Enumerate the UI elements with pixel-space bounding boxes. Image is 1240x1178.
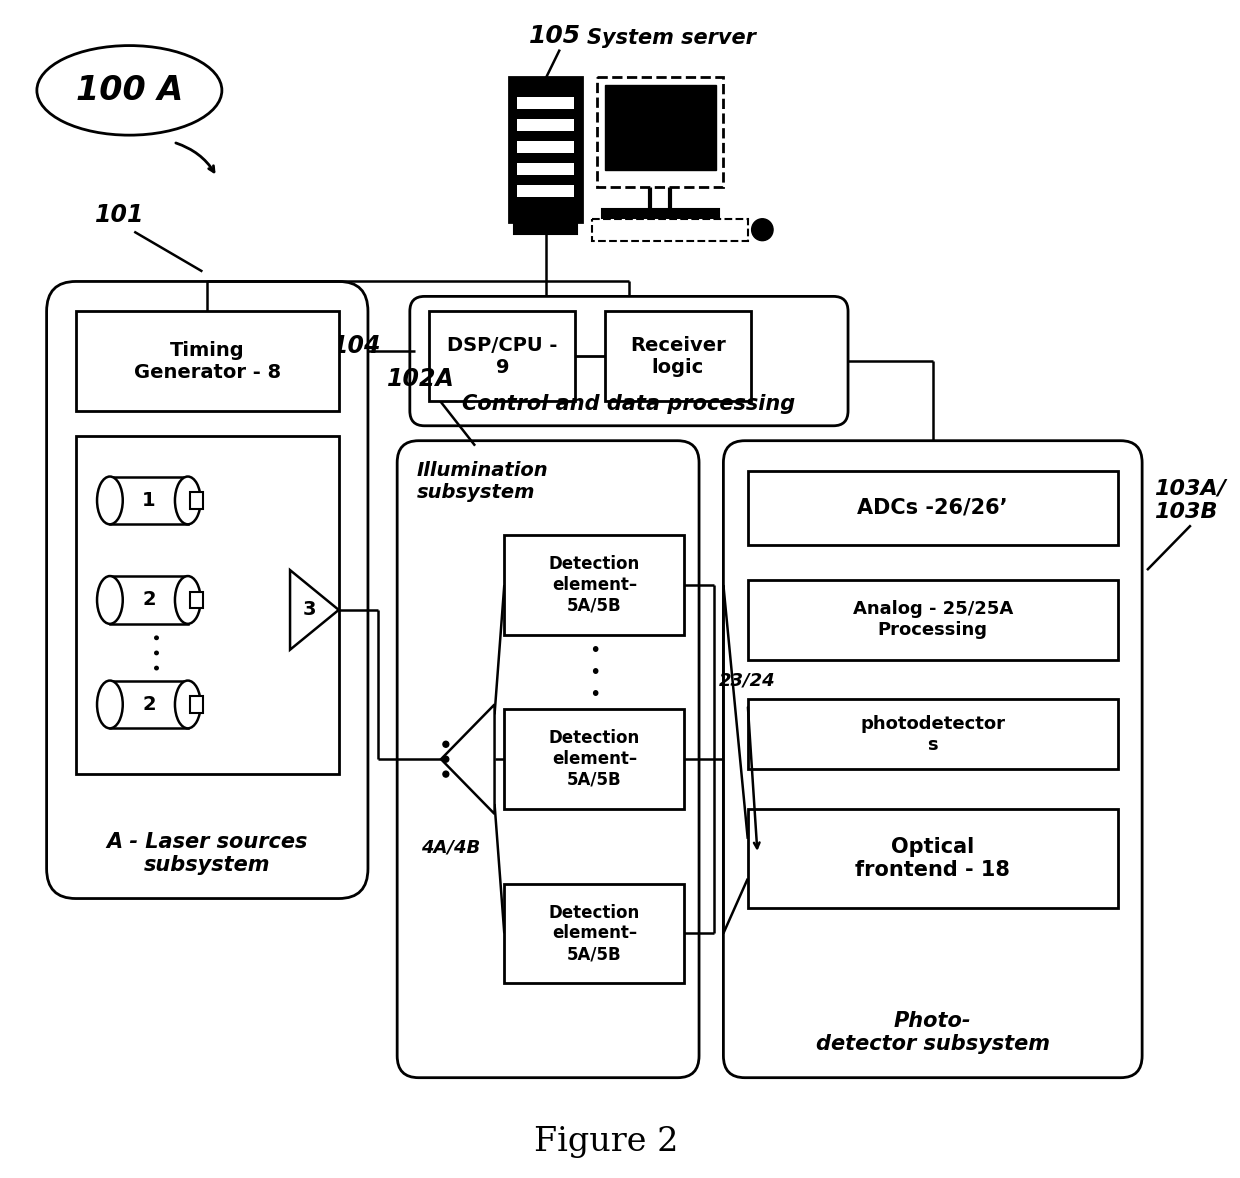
Bar [505, 884, 684, 984]
FancyBboxPatch shape [47, 282, 368, 899]
Text: 105: 105 [528, 24, 580, 47]
Bar [748, 470, 1117, 545]
Text: System server: System server [587, 27, 756, 47]
Text: photodetector
s: photodetector s [861, 715, 1006, 754]
Text: Detection
element–
5A/5B: Detection element– 5A/5B [549, 555, 640, 615]
Bar [605, 85, 715, 170]
Text: A - Laser sources
subsystem: A - Laser sources subsystem [107, 832, 308, 875]
Bar [517, 163, 574, 176]
Text: 104: 104 [332, 335, 382, 358]
Circle shape [443, 756, 449, 762]
Text: DSP/CPU -
9: DSP/CPU - 9 [448, 336, 558, 377]
Bar [190, 492, 203, 509]
Text: Figure 2: Figure 2 [534, 1126, 678, 1158]
FancyBboxPatch shape [410, 297, 848, 425]
Bar [510, 78, 583, 221]
Text: Optical
frontend - 18: Optical frontend - 18 [856, 838, 1011, 880]
Text: 2: 2 [143, 590, 156, 609]
Ellipse shape [97, 576, 123, 624]
Ellipse shape [175, 576, 201, 624]
Bar [517, 98, 574, 110]
Text: Detection
element–
5A/5B: Detection element– 5A/5B [549, 729, 640, 789]
Bar [110, 576, 187, 624]
Bar [517, 185, 574, 197]
Bar [515, 221, 578, 233]
Bar [748, 809, 1117, 908]
Bar [748, 580, 1117, 660]
Bar [601, 209, 718, 219]
Bar [110, 681, 187, 728]
Text: 2: 2 [143, 695, 156, 714]
Polygon shape [290, 570, 339, 650]
Circle shape [443, 741, 449, 747]
Text: 1: 1 [143, 491, 156, 510]
Bar [110, 477, 187, 524]
Text: 3: 3 [303, 601, 316, 620]
Polygon shape [441, 704, 495, 814]
Text: 100 A: 100 A [76, 74, 184, 107]
Text: 4A/4B: 4A/4B [422, 839, 480, 856]
Bar [748, 700, 1117, 769]
Text: ADCs -26/26’: ADCs -26/26’ [857, 498, 1008, 518]
FancyBboxPatch shape [723, 441, 1142, 1078]
Text: 23/24: 23/24 [718, 671, 775, 689]
Circle shape [443, 772, 449, 777]
Bar [505, 535, 684, 635]
Text: Receiver
logic: Receiver logic [630, 336, 725, 377]
Bar [596, 78, 723, 187]
Bar [429, 311, 575, 401]
Text: Timing
Generator - 8: Timing Generator - 8 [134, 340, 280, 382]
Bar [190, 696, 203, 713]
Bar [190, 591, 203, 608]
FancyBboxPatch shape [397, 441, 699, 1078]
Text: 102A: 102A [387, 366, 455, 391]
Circle shape [751, 219, 773, 240]
Text: • • •: • • • [150, 631, 167, 671]
Bar [605, 311, 750, 401]
Bar [591, 219, 748, 240]
Text: 101: 101 [95, 203, 145, 226]
Ellipse shape [97, 681, 123, 728]
Ellipse shape [37, 46, 222, 135]
Text: Analog - 25/25A
Processing: Analog - 25/25A Processing [853, 601, 1013, 640]
Bar [76, 311, 339, 411]
Ellipse shape [175, 477, 201, 524]
Bar [505, 709, 684, 809]
Bar [517, 119, 574, 131]
Text: Detection
element–
5A/5B: Detection element– 5A/5B [549, 904, 640, 964]
Text: •
•
•: • • • [589, 641, 600, 703]
Ellipse shape [97, 477, 123, 524]
Text: Illumination
subsystem: Illumination subsystem [417, 461, 548, 502]
Ellipse shape [175, 681, 201, 728]
Bar [76, 436, 339, 774]
Bar [517, 141, 574, 153]
Text: Photo-
detector subsystem: Photo- detector subsystem [816, 1011, 1050, 1054]
Text: Control and data processing: Control and data processing [463, 393, 796, 413]
Text: 103A/
103B: 103A/ 103B [1153, 478, 1225, 522]
